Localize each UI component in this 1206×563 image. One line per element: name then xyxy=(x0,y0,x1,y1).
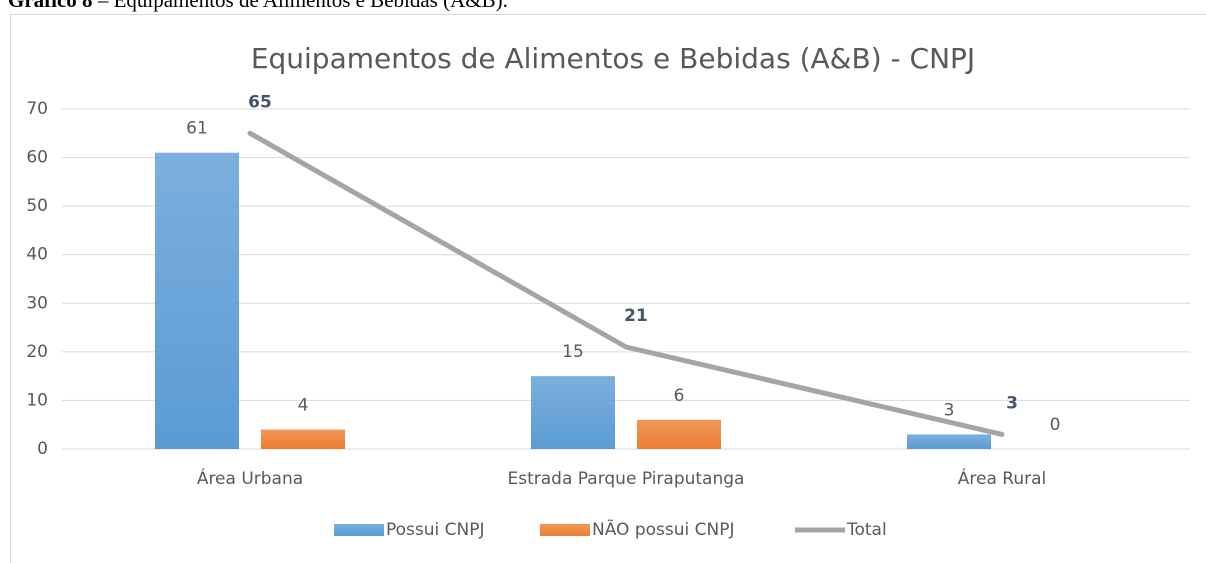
data-label: 0 xyxy=(1050,415,1061,435)
y-tick-label: 10 xyxy=(26,390,48,410)
caption-text: – Equipamentos de Alimentos e Bebidas (A… xyxy=(97,0,508,12)
y-tick-label: 50 xyxy=(26,196,48,216)
y-tick-label: 20 xyxy=(26,342,48,362)
bar xyxy=(155,152,239,449)
line-label: 65 xyxy=(248,92,272,112)
legend-swatch xyxy=(334,524,384,536)
data-label: 61 xyxy=(186,119,208,139)
y-tick-label: 60 xyxy=(26,148,48,168)
caption-label: Gráfico 8 xyxy=(8,0,93,12)
bar xyxy=(261,429,345,449)
bar xyxy=(907,434,991,449)
data-label: 4 xyxy=(298,396,309,416)
y-tick-label: 0 xyxy=(37,439,48,459)
data-label: 3 xyxy=(944,400,955,420)
y-tick-label: 70 xyxy=(26,99,48,119)
chart-title: Equipamentos de Alimentos e Bebidas (A&B… xyxy=(251,42,975,75)
x-tick-label: Área Urbana xyxy=(197,467,303,489)
legend-label: Total xyxy=(846,520,887,540)
y-tick-label: 30 xyxy=(26,293,48,313)
x-tick-label: Área Rural xyxy=(958,467,1046,489)
line-label: 3 xyxy=(1006,393,1018,413)
legend-swatch xyxy=(540,524,590,536)
line xyxy=(247,130,1005,437)
bar xyxy=(637,419,721,449)
caption: Gráfico 8 – Equipamentos de Alimentos e … xyxy=(8,0,508,12)
data-label: 6 xyxy=(674,386,685,406)
legend-label: NÃO possui CNPJ xyxy=(592,518,735,540)
data-label: 15 xyxy=(562,342,584,362)
y-tick-label: 40 xyxy=(26,245,48,265)
x-tick-label: Estrada Parque Piraputanga xyxy=(508,469,745,489)
legend-label: Possui CNPJ xyxy=(386,520,485,540)
line-label: 21 xyxy=(624,306,648,326)
bar xyxy=(531,376,615,449)
